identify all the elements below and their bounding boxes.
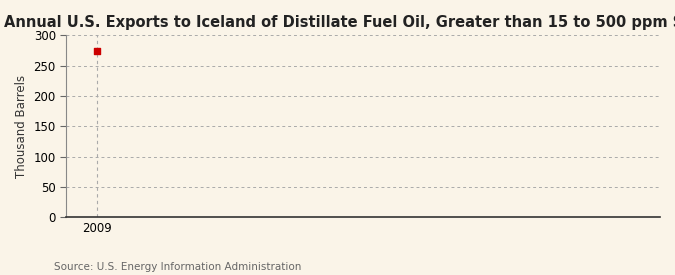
Title: Annual U.S. Exports to Iceland of Distillate Fuel Oil, Greater than 15 to 500 pp: Annual U.S. Exports to Iceland of Distil… bbox=[4, 15, 675, 30]
Text: Source: U.S. Energy Information Administration: Source: U.S. Energy Information Administ… bbox=[54, 262, 301, 272]
Point bbox=[92, 48, 103, 53]
Y-axis label: Thousand Barrels: Thousand Barrels bbox=[15, 75, 28, 178]
